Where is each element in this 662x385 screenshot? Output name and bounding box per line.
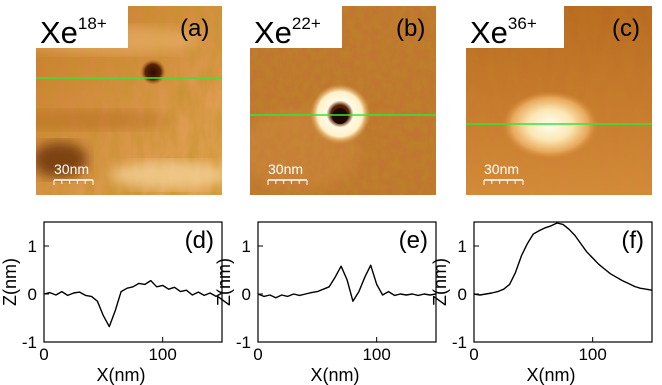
plot-frame-e <box>257 221 437 343</box>
ion-label-c: Xe36+ <box>470 14 537 50</box>
plot-frame-f <box>473 221 653 343</box>
panel-tag-d: (d) <box>185 227 214 254</box>
y-tick-label-d-0: -1 <box>22 333 37 352</box>
svg-text:30nm: 30nm <box>54 161 89 177</box>
svg-text:30nm: 30nm <box>268 161 303 177</box>
afm-image-a: Xe18+ (a) 30nm <box>36 6 222 195</box>
y-tick-label-e-0: -1 <box>236 333 251 352</box>
y-tick-label-e-2: 1 <box>242 237 251 256</box>
profile-line-d <box>43 279 223 328</box>
panel-tag-c: (c) <box>612 15 640 42</box>
svg-text:30nm: 30nm <box>484 161 519 177</box>
panel-tag-e: (e) <box>399 227 428 254</box>
y-tick-label-f-1: 0 <box>458 285 467 304</box>
ion-label-a: Xe18+ <box>40 14 107 50</box>
y-axis-label-e: Z(nm) <box>214 258 234 306</box>
profile-line-f <box>473 222 653 296</box>
profile-line-e <box>257 264 437 302</box>
y-tick-label-f-0: -1 <box>452 333 467 352</box>
y-tick-label-d-2: 1 <box>28 237 37 256</box>
panel-tag-a: (a) <box>180 15 209 42</box>
ion-label-box-c <box>466 6 564 48</box>
x-tick-label-d-1: 100 <box>148 345 176 364</box>
scale-bar-b: 30nm <box>267 161 308 185</box>
y-axis-label-f: Z(nm) <box>430 258 450 306</box>
y-tick-label-e-1: 0 <box>242 285 251 304</box>
profile-plot-e: 0 100-101 (e)X(nm)Z(nm) <box>214 221 437 385</box>
afm-image-b: Xe22+ (b) 30nm <box>250 6 436 195</box>
x-tick-label-d-0: 0 <box>39 345 48 364</box>
profile-plot-f: 0 100-101 (f)X(nm)Z(nm) <box>430 221 653 385</box>
x-tick-label-e-0: 0 <box>253 345 262 364</box>
ion-label-b: Xe22+ <box>254 14 321 50</box>
x-axis-label-e: X(nm) <box>311 365 360 385</box>
afm-image-c: Xe36+ (c) 30nm <box>466 6 652 195</box>
panel-tag-b: (b) <box>396 15 425 42</box>
x-tick-label-f-0: 0 <box>469 345 478 364</box>
panel-tag-f: (f) <box>621 227 644 254</box>
scale-bar-c: 30nm <box>483 161 524 185</box>
x-tick-label-f-1: 100 <box>578 345 606 364</box>
scale-bar-a: 30nm <box>53 161 94 185</box>
y-axis-label-d: Z(nm) <box>0 258 20 306</box>
x-axis-label-d: X(nm) <box>97 365 146 385</box>
x-tick-label-e-1: 100 <box>362 345 390 364</box>
profile-plot-d: 0 100-101 (d)X(nm)Z(nm) <box>0 221 223 385</box>
x-axis-label-f: X(nm) <box>527 365 576 385</box>
y-tick-label-f-2: 1 <box>458 237 467 256</box>
ion-label-box-a <box>36 6 128 48</box>
ion-label-box-b <box>250 6 342 48</box>
profile-plots: 0 100-101 (d)X(nm)Z(nm)0 100-101 (e)X(nm)Z(n… <box>0 221 653 385</box>
y-tick-label-d-1: 0 <box>28 285 37 304</box>
plot-frame-d <box>43 221 223 343</box>
